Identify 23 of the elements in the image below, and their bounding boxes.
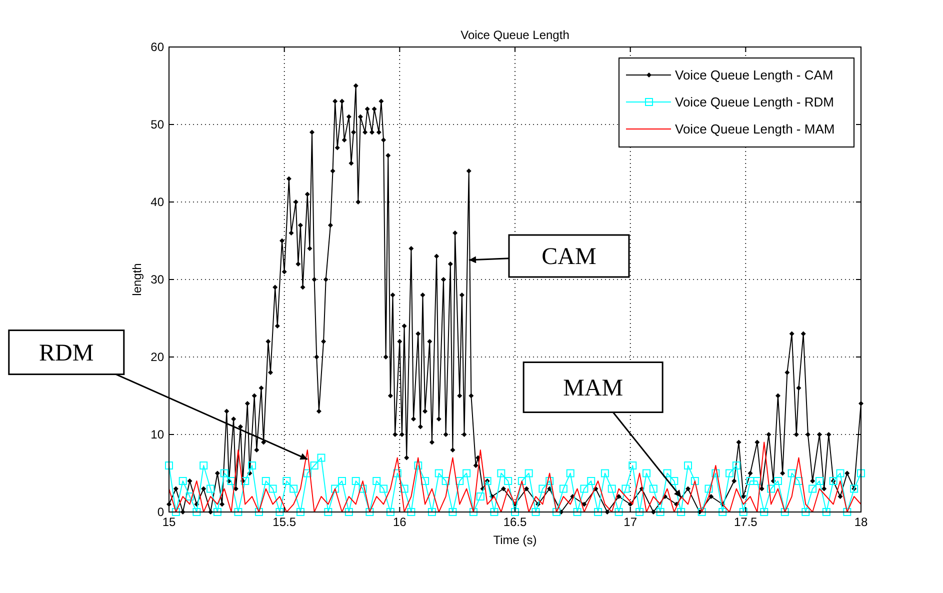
annotation: CAM (542, 244, 596, 270)
y-tick-label: 50 (150, 118, 164, 132)
y-tick-label: 60 (150, 40, 164, 54)
annotation: RDM (39, 340, 94, 366)
y-tick-label: 0 (157, 505, 164, 519)
x-tick-label: 17.5 (734, 515, 758, 529)
x-axis-title: Time (s) (493, 533, 537, 547)
chart-title: Voice Queue Length (460, 28, 570, 42)
legend-label: Voice Queue Length - RDM (675, 94, 834, 110)
legend-label: Voice Queue Length - MAM (675, 122, 835, 136)
legend-label: Voice Queue Length - CAM (675, 68, 834, 82)
x-tick-label: 16.5 (503, 515, 527, 529)
annotation: MAM (563, 375, 624, 402)
y-tick-label: 10 (150, 428, 164, 442)
y-axis-title: length (130, 263, 144, 296)
x-tick-label: 17 (624, 515, 638, 529)
y-tick-label: 20 (150, 350, 164, 364)
y-tick-label: 40 (150, 195, 164, 209)
x-tick-label: 15.5 (272, 515, 296, 529)
x-tick-label: 15 (162, 515, 176, 529)
x-tick-label: 18 (854, 515, 868, 529)
x-tick-label: 16 (392, 515, 407, 529)
y-tick-label: 30 (150, 272, 164, 286)
